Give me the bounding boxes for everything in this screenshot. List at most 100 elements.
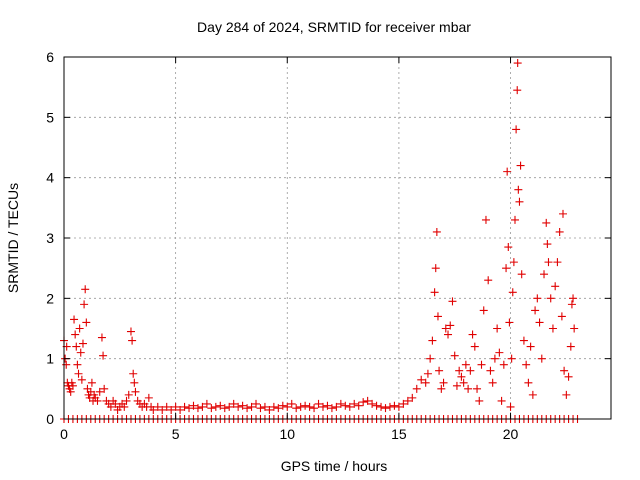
data-point: [120, 402, 129, 411]
data-point: [381, 404, 390, 413]
data-point: [310, 404, 319, 413]
data-point: [390, 401, 399, 410]
data-point: [509, 258, 518, 267]
data-point: [508, 288, 517, 297]
data-point: [497, 396, 506, 405]
data-point: [162, 402, 171, 411]
data-point: [81, 285, 90, 294]
data-point: [543, 240, 552, 249]
data-point: [71, 330, 80, 339]
data-point: [171, 402, 180, 411]
data-point: [287, 399, 296, 408]
data-point: [62, 360, 71, 369]
data-point: [535, 318, 544, 327]
data-point: [446, 321, 455, 330]
data-point: [247, 402, 256, 411]
data-point: [546, 294, 555, 303]
data-points: [60, 59, 582, 423]
data-point: [260, 402, 269, 411]
data-point: [149, 405, 158, 414]
data-point: [180, 402, 189, 411]
data-point: [517, 270, 526, 279]
data-point: [211, 402, 220, 411]
data-point: [514, 185, 523, 194]
data-point: [158, 405, 167, 414]
data-point: [564, 372, 573, 381]
data-point: [305, 402, 314, 411]
data-point: [82, 318, 91, 327]
data-point: [385, 402, 394, 411]
data-point: [399, 399, 408, 408]
x-tick-label: 15: [391, 426, 407, 442]
data-point: [516, 161, 525, 170]
data-point: [431, 264, 440, 273]
data-point: [432, 227, 441, 236]
data-point: [323, 401, 332, 410]
data-point: [229, 399, 238, 408]
data-point: [515, 197, 524, 206]
data-point: [296, 402, 305, 411]
data-point: [318, 402, 327, 411]
data-point: [553, 258, 562, 267]
data-point: [75, 324, 84, 333]
data-point: [100, 384, 109, 393]
data-point: [502, 264, 511, 273]
data-point: [464, 384, 473, 393]
data-point: [542, 218, 551, 227]
data-point: [403, 396, 412, 405]
data-point: [412, 384, 421, 393]
data-point: [238, 401, 247, 410]
y-tick-label: 4: [46, 170, 54, 186]
x-axis-label: GPS time / hours: [281, 458, 388, 474]
data-point: [368, 399, 377, 408]
data-point: [345, 402, 354, 411]
data-point: [461, 360, 470, 369]
data-point: [220, 404, 229, 413]
data-point: [78, 339, 87, 348]
data-point: [80, 300, 89, 309]
data-point: [566, 342, 575, 351]
data-point: [457, 372, 466, 381]
grid: [64, 57, 611, 419]
data-point: [128, 336, 137, 345]
data-point: [499, 360, 508, 369]
data-point: [124, 390, 133, 399]
chart-title: Day 284 of 2024, SRMTID for receiver mba…: [197, 19, 471, 35]
y-tick-label: 1: [46, 351, 54, 367]
data-point: [506, 402, 515, 411]
data-point: [555, 227, 564, 236]
data-point: [256, 404, 265, 413]
data-point: [493, 324, 502, 333]
y-tick-label: 0: [46, 411, 54, 427]
y-axis-label: SRMTID / TECUs: [5, 183, 21, 293]
data-point: [363, 396, 372, 405]
data-point: [185, 404, 194, 413]
data-point: [278, 401, 287, 410]
data-point: [426, 354, 435, 363]
data-point: [95, 387, 104, 396]
data-point: [394, 402, 403, 411]
data-point: [131, 387, 140, 396]
data-point: [441, 324, 450, 333]
data-point: [444, 330, 453, 339]
data-point: [423, 369, 432, 378]
data-point: [129, 369, 138, 378]
data-point: [540, 270, 549, 279]
data-point: [377, 402, 386, 411]
data-point: [66, 387, 75, 396]
data-point: [459, 378, 468, 387]
data-point: [479, 306, 488, 315]
data-point: [557, 312, 566, 321]
data-point: [99, 351, 108, 360]
y-tick-label: 2: [46, 290, 54, 306]
data-point: [466, 366, 475, 375]
y-tick-label: 5: [46, 109, 54, 125]
data-point: [477, 360, 486, 369]
data-point: [417, 375, 426, 384]
data-point: [72, 342, 81, 351]
x-tick-label: 20: [503, 426, 519, 442]
data-point: [524, 378, 533, 387]
data-point: [505, 318, 514, 327]
